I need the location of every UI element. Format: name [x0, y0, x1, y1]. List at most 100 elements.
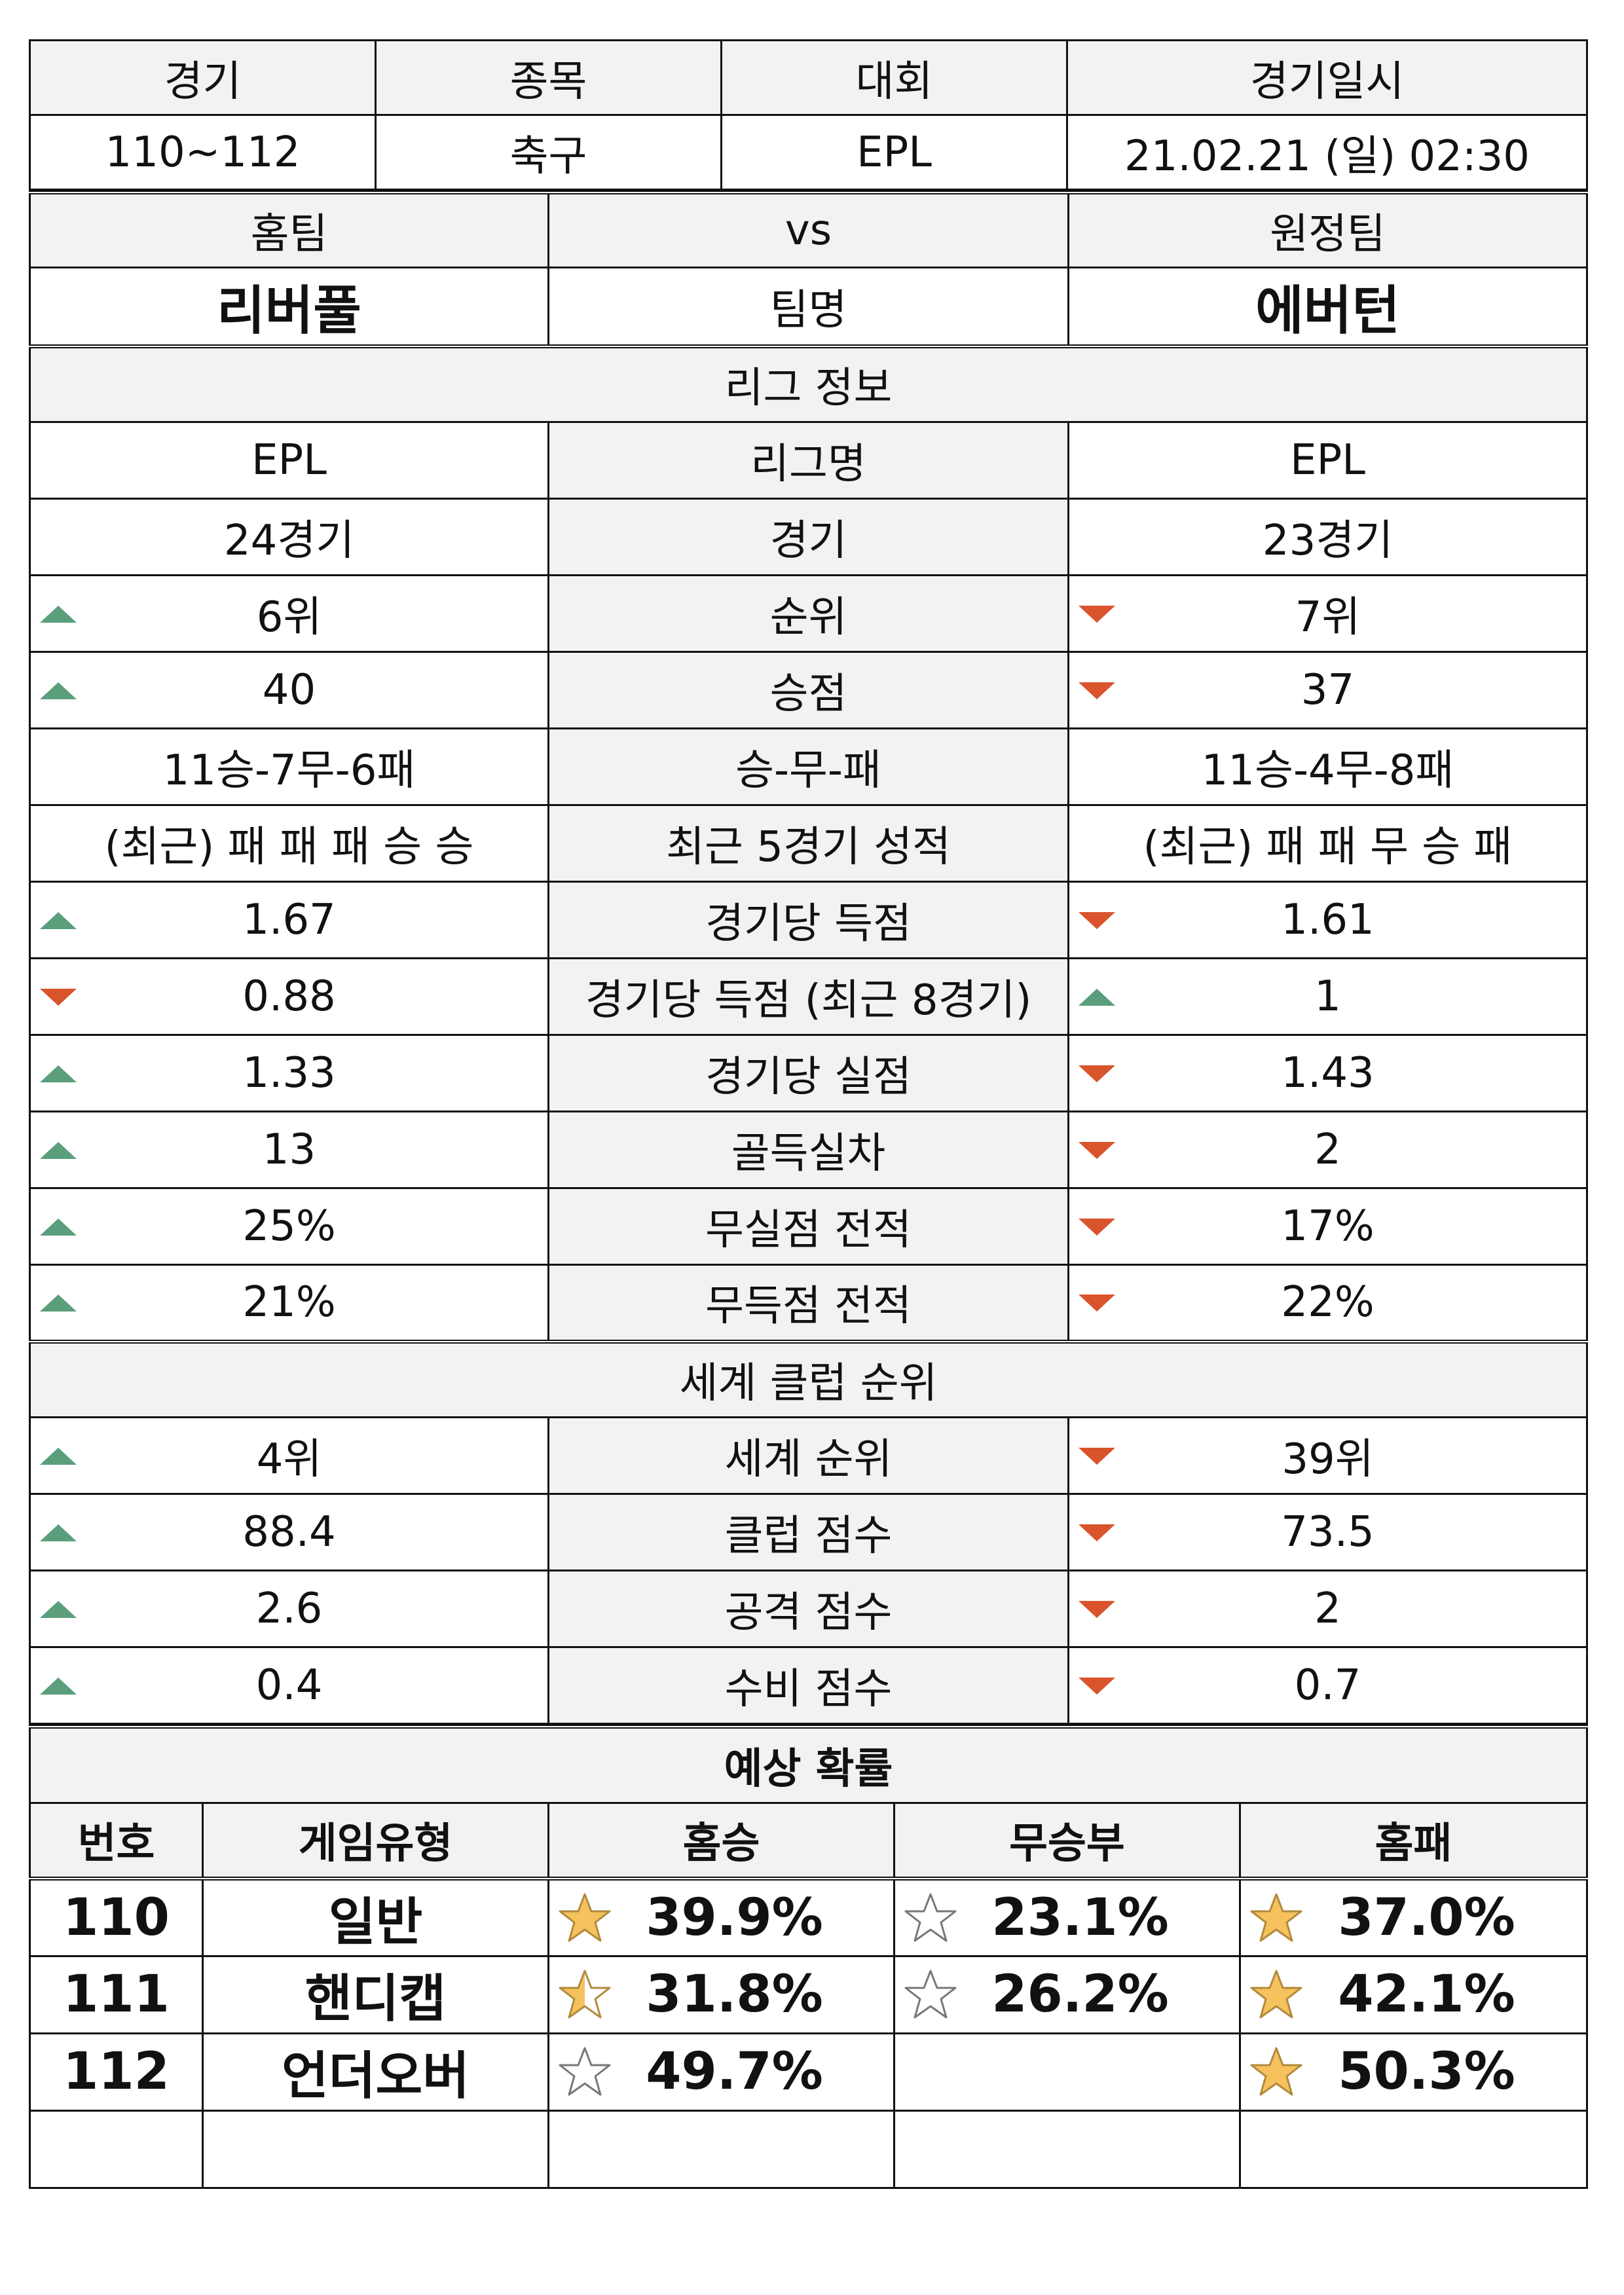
away-stat-value-text: 1.61: [1281, 896, 1375, 944]
game-type: 일반: [202, 1877, 549, 1957]
stat-label: 세계 순위: [547, 1416, 1069, 1495]
header-draw: 무승부: [893, 1801, 1241, 1880]
prob-win-text: 49.7%: [646, 2042, 823, 2101]
prob-draw-text: 26.2%: [991, 1965, 1169, 2024]
stat-row: 1.33 경기당 실점 1.43: [29, 1034, 1588, 1112]
home-stat-value: 0.4: [29, 1646, 549, 1725]
stat-row: 0.4 수비 점수 0.7: [29, 1646, 1588, 1725]
stat-label-text: 무득점 전적: [705, 1282, 912, 1331]
away-stat-value-text: 73.5: [1281, 1508, 1375, 1556]
prob-draw-text: 23.1%: [991, 1888, 1169, 1947]
stat-label: 무득점 전적: [547, 1264, 1069, 1342]
game-number: [29, 2109, 204, 2189]
prob-win: 49.7%: [547, 2032, 895, 2112]
stat-label-text: 골득실차: [731, 1129, 886, 1178]
team-name-label: 팀명: [547, 266, 1069, 347]
away-stat-value: 1.61: [1067, 881, 1588, 959]
stat-label-text: 세계 순위: [724, 1435, 893, 1484]
trend-down-icon: [1076, 1139, 1118, 1162]
league-stats-body: EPL 리그명 EPL 24경기 경기 23경기 6위 순위 7위 40 승점 37 11승-7무-6패…: [29, 421, 1588, 1342]
away-stat-value: 73.5: [1067, 1493, 1588, 1571]
trend-down-icon: [1076, 603, 1118, 625]
away-stat-value-text: 2: [1314, 1585, 1341, 1633]
stat-label: 클럽 점수: [547, 1493, 1069, 1571]
trend-down-icon: [37, 986, 79, 1008]
league-info-title: 리그 정보: [29, 344, 1588, 423]
star-empty-icon: [903, 1890, 958, 1945]
away-stat-value: 2: [1067, 1111, 1588, 1189]
home-stat-value: EPL: [29, 421, 549, 500]
stat-label-text: 경기당 실점: [705, 1053, 912, 1101]
trend-up-icon: [37, 1445, 79, 1467]
match-competition: EPL: [720, 114, 1068, 191]
match-game-numbers: 110~112: [29, 114, 377, 191]
home-stat-value: 24경기: [29, 498, 549, 576]
match-header-sport: 종목: [375, 39, 722, 116]
stat-label: 수비 점수: [547, 1646, 1069, 1725]
trend-up-icon: [37, 1598, 79, 1621]
stat-label-text: 승점: [769, 670, 847, 718]
home-stat-value: 6위: [29, 574, 549, 653]
away-stat-value-text: 1.43: [1281, 1049, 1375, 1097]
stat-row: 2.6 공격 점수 2: [29, 1570, 1588, 1648]
away-stat-value: 39위: [1067, 1416, 1588, 1495]
away-stat-value: 1.43: [1067, 1034, 1588, 1112]
stat-row: 1.67 경기당 득점 1.61: [29, 881, 1588, 959]
stat-label-text: 공격 점수: [724, 1588, 893, 1637]
away-stat-value: 37: [1067, 651, 1588, 729]
trend-up-icon: [37, 1292, 79, 1314]
stat-label-text: 리그명: [750, 440, 866, 488]
stat-row: EPL 리그명 EPL: [29, 421, 1588, 500]
home-stat-value: 1.33: [29, 1034, 549, 1112]
prediction-row: 111 핸디캡 31.8% 26.2% 42.1%: [29, 1955, 1589, 2034]
prob-win-text: 39.9%: [646, 1888, 823, 1947]
vs-label: vs: [547, 191, 1069, 268]
prediction-body: 110 일반 39.9% 23.1% 37.0% 111 핸디캡 31.8% 26.2% 42.1…: [29, 1877, 1589, 2189]
home-stat-value: 40: [29, 651, 549, 729]
home-stat-value-text: 88.4: [242, 1508, 336, 1556]
stat-row: 13 골득실차 2: [29, 1111, 1588, 1189]
stat-label-text: 경기당 득점 (최근 8경기): [585, 976, 1032, 1025]
world-ranking-title: 세계 클럽 순위: [29, 1339, 1588, 1418]
away-team-label: 원정팀: [1067, 191, 1588, 268]
trend-down-icon: [1076, 1675, 1118, 1697]
home-stat-value-text: 21%: [242, 1278, 336, 1327]
home-stat-value-text: 1.33: [242, 1049, 336, 1097]
stat-row: 0.88 경기당 득점 (최근 8경기) 1: [29, 957, 1588, 1036]
home-stat-value: 11승-7무-6패: [29, 727, 549, 806]
away-stat-value-text: 37: [1301, 666, 1355, 714]
prob-win-text: 31.8%: [646, 1965, 823, 2024]
stat-label-text: 클럽 점수: [724, 1512, 893, 1560]
home-stat-value: 25%: [29, 1187, 549, 1266]
trend-down-icon: [1076, 1522, 1118, 1544]
home-stat-value-text: 4위: [256, 1435, 322, 1484]
stat-label: 경기당 실점: [547, 1034, 1069, 1112]
home-stat-value-text: 40: [262, 666, 316, 714]
prob-lose: 37.0%: [1238, 1877, 1589, 1957]
away-stat-value-text: 1: [1314, 972, 1341, 1021]
trend-up-icon: [37, 1216, 79, 1238]
trend-down-icon: [1076, 909, 1118, 932]
trend-down-icon: [1076, 680, 1118, 702]
trend-up-icon: [37, 680, 79, 702]
home-stat-value: 4위: [29, 1416, 549, 1495]
star-half-icon: [557, 1967, 612, 2022]
stat-row: 40 승점 37: [29, 651, 1588, 729]
game-number: 112: [29, 2032, 204, 2112]
stat-label: 경기: [547, 498, 1069, 576]
away-stat-value-text: 0.7: [1294, 1661, 1361, 1710]
prediction-table: 예상 확률 번호 게임유형 홈승 무승부 홈패 110 일반 39.9% 23.1% 3…: [28, 1725, 1589, 2189]
prediction-title: 예상 확률: [28, 1725, 1589, 1804]
home-stat-value: 2.6: [29, 1570, 549, 1648]
away-stat-value: 1: [1067, 957, 1588, 1036]
away-stat-value: (최근) 패 패 무 승 패: [1067, 804, 1588, 883]
prob-win: 31.8%: [547, 1955, 895, 2034]
home-stat-value-text: 25%: [242, 1202, 336, 1251]
trend-down-icon: [1076, 1598, 1118, 1621]
prob-lose: 42.1%: [1238, 1955, 1589, 2034]
stat-label: 무실점 전적: [547, 1187, 1069, 1266]
trend-up-icon: [37, 1675, 79, 1697]
trend-up-icon: [37, 1522, 79, 1544]
star-empty-icon: [557, 2044, 612, 2099]
game-type-text: 일반: [328, 1892, 423, 1952]
